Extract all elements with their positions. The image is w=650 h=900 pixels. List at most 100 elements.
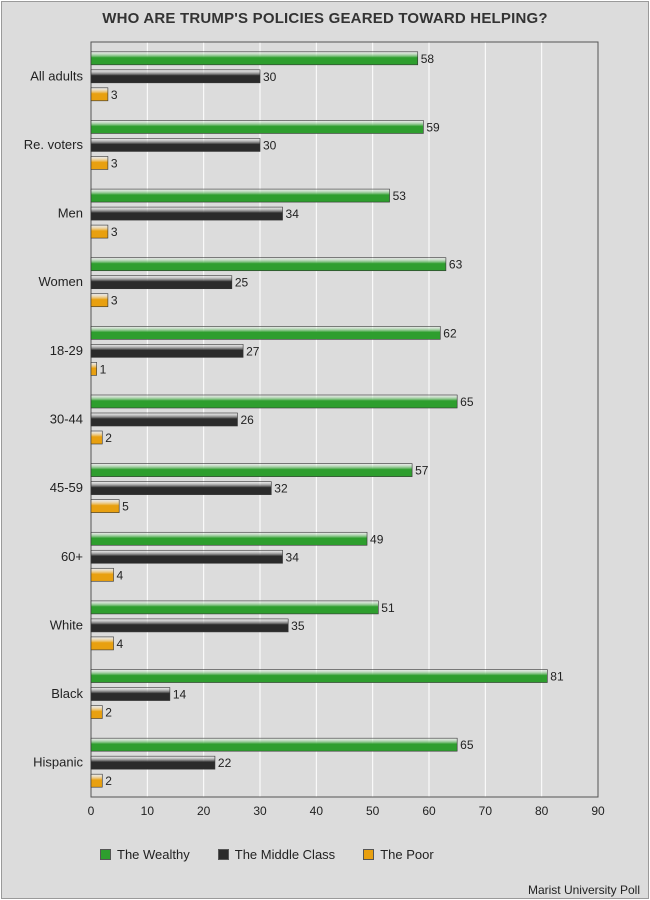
legend-label: The Wealthy — [117, 847, 190, 862]
x-tick-label: 40 — [310, 804, 324, 818]
x-tick-label: 0 — [88, 804, 95, 818]
bar-the-poor — [90, 156, 109, 170]
x-tick-label: 70 — [479, 804, 493, 818]
data-label: 5 — [122, 500, 129, 514]
bar-the-middle-class — [90, 69, 261, 84]
data-label: 65 — [460, 395, 474, 409]
bar-the-middle-class — [90, 618, 289, 633]
category-label: Re. voters — [24, 137, 84, 152]
legend-item: The Middle Class — [217, 847, 336, 862]
data-label: 59 — [426, 120, 440, 134]
x-tick-label: 80 — [535, 804, 549, 818]
bar-the-middle-class — [90, 687, 171, 701]
bar-the-middle-class — [90, 755, 216, 770]
bar-the-wealthy — [90, 531, 368, 546]
data-label: 49 — [370, 532, 384, 546]
data-label: 63 — [449, 258, 463, 272]
data-label: 2 — [105, 774, 112, 788]
data-label: 3 — [111, 294, 118, 308]
bar-the-poor — [90, 362, 97, 376]
legend-swatch — [363, 849, 375, 860]
data-label: 25 — [235, 276, 249, 290]
data-label: 35 — [291, 619, 305, 633]
bar-the-poor — [90, 705, 103, 719]
category-label: All adults — [30, 68, 83, 83]
data-label: 81 — [550, 670, 564, 684]
bar-the-wealthy — [90, 669, 548, 683]
bar-the-poor — [90, 499, 120, 513]
data-label: 51 — [381, 601, 395, 615]
data-label: 3 — [111, 156, 118, 170]
data-label: 30 — [263, 138, 277, 152]
x-tick-label: 30 — [253, 804, 267, 818]
category-label: 18-29 — [50, 343, 83, 358]
data-label: 3 — [111, 225, 118, 239]
category-label: 60+ — [61, 549, 83, 564]
bar-the-wealthy — [90, 394, 458, 409]
category-label: Men — [58, 206, 83, 221]
data-label: 34 — [286, 207, 300, 221]
data-label: 62 — [443, 326, 457, 340]
x-tick-label: 20 — [197, 804, 211, 818]
bar-the-middle-class — [90, 412, 238, 427]
x-tick-label: 10 — [141, 804, 155, 818]
data-label: 32 — [274, 482, 288, 496]
bar-the-wealthy — [90, 326, 441, 340]
bar-the-poor — [90, 293, 109, 308]
legend-item: The Poor — [363, 847, 434, 862]
bar-the-poor — [90, 567, 114, 582]
category-label: 45-59 — [50, 480, 83, 495]
data-label: 22 — [218, 756, 232, 770]
data-label: 1 — [100, 362, 107, 376]
x-tick-label: 50 — [366, 804, 380, 818]
data-label: 26 — [240, 413, 254, 427]
data-label: 4 — [117, 637, 124, 651]
bar-the-wealthy — [90, 600, 379, 615]
x-tick-label: 60 — [422, 804, 436, 818]
data-label: 4 — [117, 568, 124, 582]
data-label: 58 — [421, 52, 435, 66]
bar-the-wealthy — [90, 51, 419, 66]
chart-title: WHO ARE TRUMP'S POLICIES GEARED TOWARD H… — [102, 10, 548, 27]
category-label: Hispanic — [33, 755, 83, 770]
data-label: 2 — [105, 706, 112, 720]
bar-the-wealthy — [90, 257, 447, 272]
legend-label: The Poor — [380, 847, 434, 862]
data-label: 65 — [460, 738, 474, 752]
bar-the-wealthy — [90, 120, 424, 134]
bar-the-middle-class — [90, 206, 283, 221]
data-label: 2 — [105, 431, 112, 445]
bar-the-wealthy — [90, 463, 413, 477]
data-label: 53 — [393, 189, 407, 203]
data-label: 30 — [263, 70, 277, 84]
bar-the-poor — [90, 430, 103, 445]
bar-the-middle-class — [90, 275, 233, 290]
bar-the-wealthy — [90, 737, 458, 752]
legend-swatch — [100, 849, 111, 860]
bar-the-middle-class — [90, 481, 272, 495]
bar-the-poor — [90, 224, 109, 239]
data-label: 57 — [415, 464, 429, 478]
bar-the-poor — [90, 87, 109, 102]
x-tick-label: 90 — [591, 804, 605, 818]
category-label: Black — [51, 686, 83, 701]
legend-swatch — [217, 849, 229, 860]
legend-label: The Middle Class — [234, 847, 336, 862]
bar-the-middle-class — [90, 138, 261, 152]
chart-legend: The Wealthy The Middle Class The Poor — [100, 847, 434, 862]
legend-item: The Wealthy — [100, 847, 190, 862]
source-note: Marist University Poll — [527, 883, 640, 897]
category-label: Women — [38, 274, 83, 289]
data-label: 34 — [286, 550, 300, 564]
bar-the-wealthy — [90, 188, 390, 203]
data-label: 27 — [246, 344, 260, 358]
bar-the-middle-class — [90, 549, 283, 564]
category-label: White — [50, 617, 83, 632]
category-label: 30-44 — [50, 412, 83, 427]
bar-the-poor — [90, 773, 103, 788]
bar-the-poor — [90, 636, 114, 651]
data-label: 3 — [111, 88, 118, 102]
data-label: 14 — [173, 688, 187, 702]
bar-the-middle-class — [90, 344, 244, 358]
